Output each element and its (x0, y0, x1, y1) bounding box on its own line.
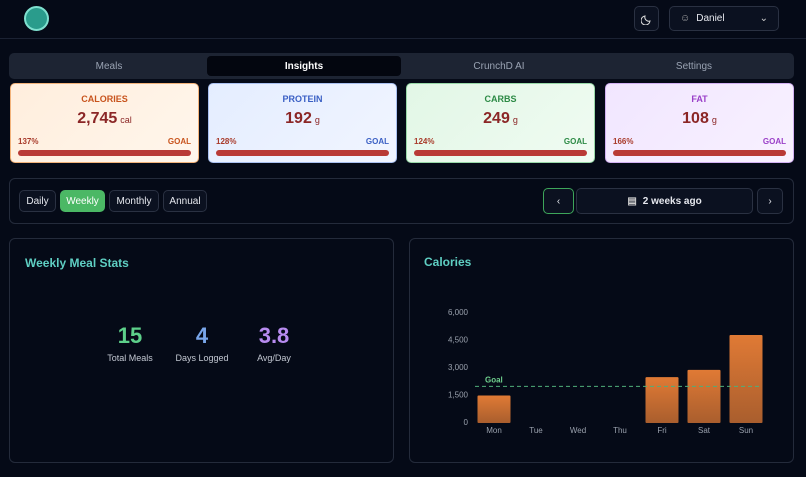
macro-value: 108 g (606, 110, 793, 128)
macro-name: CARBS (484, 94, 517, 104)
goal-label: Goal (485, 375, 503, 384)
stat-label: Avg/Day (257, 353, 291, 363)
unit: g (314, 115, 320, 125)
y-tick-label: 1,500 (448, 391, 469, 400)
macro-name: PROTEIN (282, 94, 323, 104)
tab-bar: Meals Insights CrunchD AI Settings (9, 53, 794, 79)
macro-percent: 166% (613, 137, 634, 146)
theme-toggle[interactable] (634, 6, 659, 31)
tab[interactable]: Settings (675, 60, 713, 72)
tab[interactable]: Insights (207, 56, 401, 76)
macro-card: PROTEIN 192 g 128% GOAL (208, 83, 397, 163)
logo[interactable] (24, 6, 49, 31)
progress-bar (216, 150, 389, 156)
macro-card: FAT 108 g 166% GOAL (605, 83, 794, 163)
calendar-icon: ▤ (627, 195, 637, 207)
period-button[interactable]: Weekly (60, 190, 105, 212)
progress-bar (613, 150, 786, 156)
period-button[interactable]: Annual (163, 190, 207, 212)
goal-label: GOAL (167, 137, 191, 146)
stats-title: Weekly Meal Stats (25, 256, 129, 270)
x-tick-label: Sat (698, 426, 711, 435)
period-bar (9, 178, 794, 224)
period-button[interactable]: Daily (19, 190, 56, 212)
macro-card: CALORIES 2,745 cal 137% GOAL (10, 83, 199, 163)
macro-value: 249 g (407, 110, 594, 128)
unit: g (512, 115, 518, 125)
y-tick-label: 4,500 (448, 336, 469, 345)
chart-title: Calories (424, 255, 472, 269)
goal-label: GOAL (365, 137, 389, 146)
goal-label: GOAL (563, 137, 587, 146)
progress-bar (18, 150, 191, 156)
date-range[interactable]: ▤ 2 weeks ago (576, 188, 753, 214)
user-name: Daniel (696, 13, 725, 24)
period-button[interactable]: Monthly (109, 190, 159, 212)
stat-value: 3.8 (258, 323, 290, 348)
tab[interactable]: Meals (95, 60, 123, 72)
x-tick-label: Thu (613, 426, 627, 435)
macro-percent: 124% (414, 137, 435, 146)
prev-button[interactable]: ‹ (543, 188, 574, 214)
x-tick-label: Mon (486, 426, 502, 435)
stat-value: 15 (117, 323, 143, 348)
x-tick-label: Fri (657, 426, 667, 435)
stat-label: Days Logged (175, 353, 229, 363)
unit: g (711, 115, 717, 125)
moon-icon (640, 14, 651, 25)
macro-name: CALORIES (81, 94, 128, 104)
macro-name: FAT (691, 94, 708, 104)
macro-value: 2,745 cal (11, 110, 198, 128)
range-label: 2 weeks ago (642, 195, 702, 207)
macro-card: CARBS 249 g 124% GOAL (406, 83, 595, 163)
macro-percent: 128% (216, 137, 237, 146)
value: 2,745 (77, 110, 118, 127)
stat: 3.8 Avg/Day (229, 323, 319, 363)
x-tick-label: Sun (739, 426, 753, 435)
stat: 15 Total Meals (85, 323, 175, 363)
bar (477, 395, 511, 423)
bar (687, 369, 721, 423)
next-button[interactable]: › (757, 188, 783, 214)
chart-panel (409, 238, 794, 463)
header (0, 0, 806, 39)
value: 108 (682, 110, 709, 127)
user-icon: ☺ (680, 13, 691, 24)
goal-label: GOAL (762, 137, 786, 146)
tab[interactable]: CrunchD AI (473, 60, 525, 72)
macro-value: 192 g (209, 110, 396, 128)
chart: Calories 0 1,500 3,000 4,500 6,000 Mon Tue Wed T… (424, 255, 763, 435)
x-tick-label: Wed (570, 426, 586, 435)
value: 249 (483, 110, 510, 127)
chevron: ⌄ (759, 13, 768, 24)
y-tick-label: 0 (464, 418, 469, 427)
stat-value: 4 (195, 323, 209, 348)
stats-panel (9, 238, 394, 463)
stat: 4 Days Logged (157, 323, 247, 363)
value: 192 (285, 110, 312, 127)
bar (645, 377, 679, 423)
y-tick-label: 6,000 (448, 308, 469, 317)
x-tick-label: Tue (529, 426, 543, 435)
y-tick-label: 3,000 (448, 363, 469, 372)
progress-bar (414, 150, 587, 156)
unit: cal (120, 115, 132, 125)
user-menu[interactable]: ☺ Daniel ⌄ (669, 6, 779, 31)
macro-percent: 137% (18, 137, 39, 146)
bar (729, 335, 763, 423)
stat-label: Total Meals (107, 353, 153, 363)
